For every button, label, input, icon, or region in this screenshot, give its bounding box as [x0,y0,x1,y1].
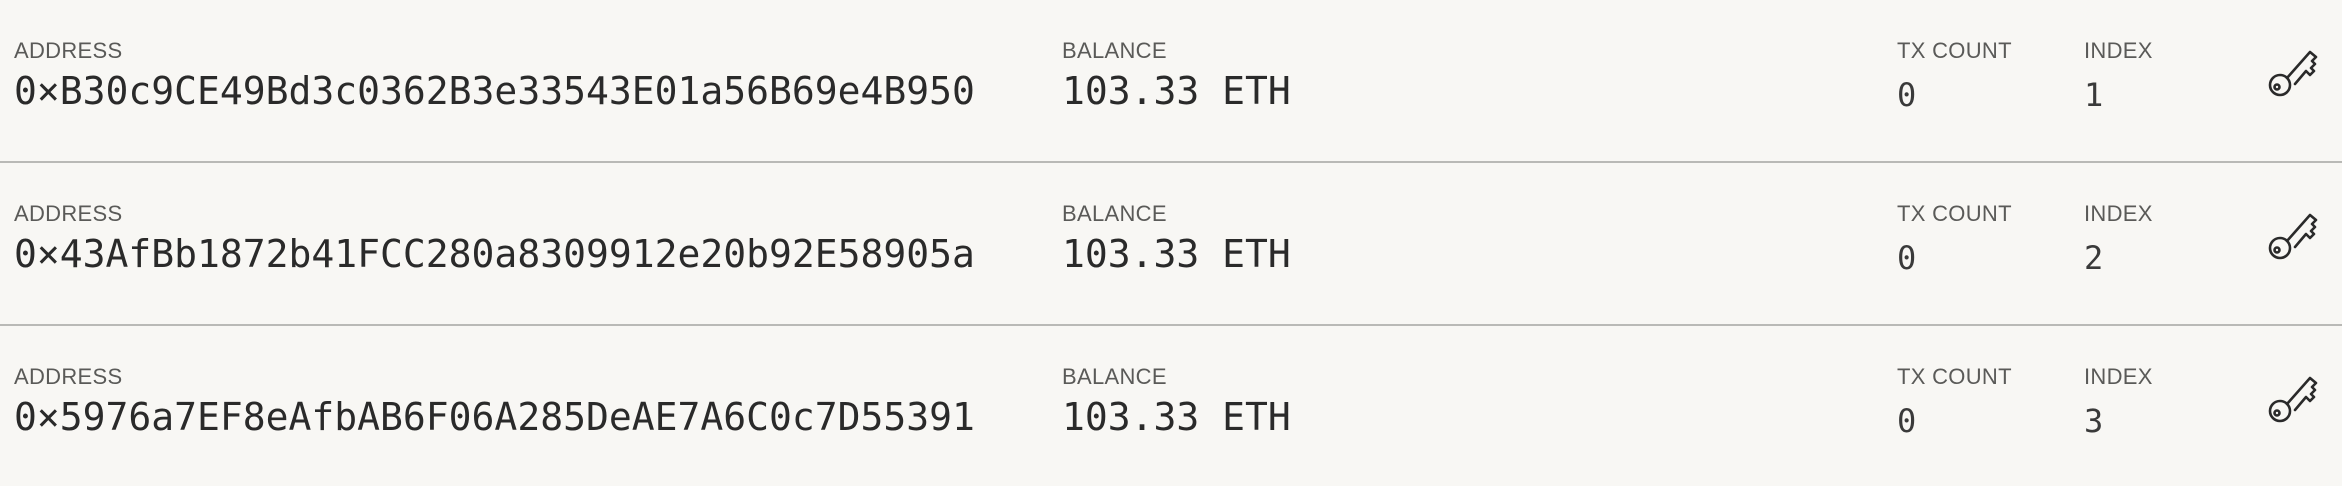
balance-value: 103.33 ETH [1062,69,1291,113]
index-label: INDEX [2084,38,2153,63]
address-label: ADDRESS [14,364,123,389]
account-row: ADDRESS 0×5976a7EF8eAfbAB6F06A285DeAE7A6… [0,326,2342,486]
tx-count-value: 0 [1897,239,1917,277]
index-column: INDEX 2 [2084,201,2153,281]
balance-label: BALANCE [1062,364,1167,389]
key-icon [2268,50,2318,97]
account-row: ADDRESS 0×B30c9CE49Bd3c0362B3e33543E01a5… [0,0,2342,163]
address-label: ADDRESS [14,201,123,226]
account-row: ADDRESS 0×43AfBb1872b41FCC280a8309912e20… [0,163,2342,326]
index-value: 1 [2084,76,2104,114]
show-keys-button[interactable] [2266,44,2320,100]
index-column: INDEX 1 [2084,38,2153,118]
key-icon [2268,376,2318,423]
tx-count-value: 0 [1897,402,1917,440]
address-value: 0×B30c9CE49Bd3c0362B3e33543E01a56B69e4B9… [14,69,975,113]
tx-count-column: TX COUNT 0 [1897,201,2012,281]
address-label: ADDRESS [14,38,123,63]
key-icon [2268,213,2318,260]
show-keys-button[interactable] [2266,370,2320,426]
balance-label: BALANCE [1062,38,1167,63]
index-label: INDEX [2084,201,2153,226]
address-value: 0×5976a7EF8eAfbAB6F06A285DeAE7A6C0c7D553… [14,395,975,439]
index-value: 2 [2084,239,2104,277]
balance-value: 103.33 ETH [1062,395,1291,439]
balance-value: 103.33 ETH [1062,232,1291,276]
tx-count-label: TX COUNT [1897,201,2012,226]
address-column: ADDRESS 0×B30c9CE49Bd3c0362B3e33543E01a5… [14,38,975,114]
address-column: ADDRESS 0×43AfBb1872b41FCC280a8309912e20… [14,201,975,277]
index-column: INDEX 3 [2084,364,2153,444]
index-label: INDEX [2084,364,2153,389]
balance-column: BALANCE 103.33 ETH [1062,201,1291,277]
tx-count-column: TX COUNT 0 [1897,38,2012,118]
balance-column: BALANCE 103.33 ETH [1062,38,1291,114]
address-value: 0×43AfBb1872b41FCC280a8309912e20b92E5890… [14,232,975,276]
show-keys-button[interactable] [2266,207,2320,263]
balance-column: BALANCE 103.33 ETH [1062,364,1291,440]
tx-count-column: TX COUNT 0 [1897,364,2012,444]
index-value: 3 [2084,402,2104,440]
tx-count-label: TX COUNT [1897,364,2012,389]
address-column: ADDRESS 0×5976a7EF8eAfbAB6F06A285DeAE7A6… [14,364,975,440]
tx-count-label: TX COUNT [1897,38,2012,63]
tx-count-value: 0 [1897,76,1917,114]
balance-label: BALANCE [1062,201,1167,226]
